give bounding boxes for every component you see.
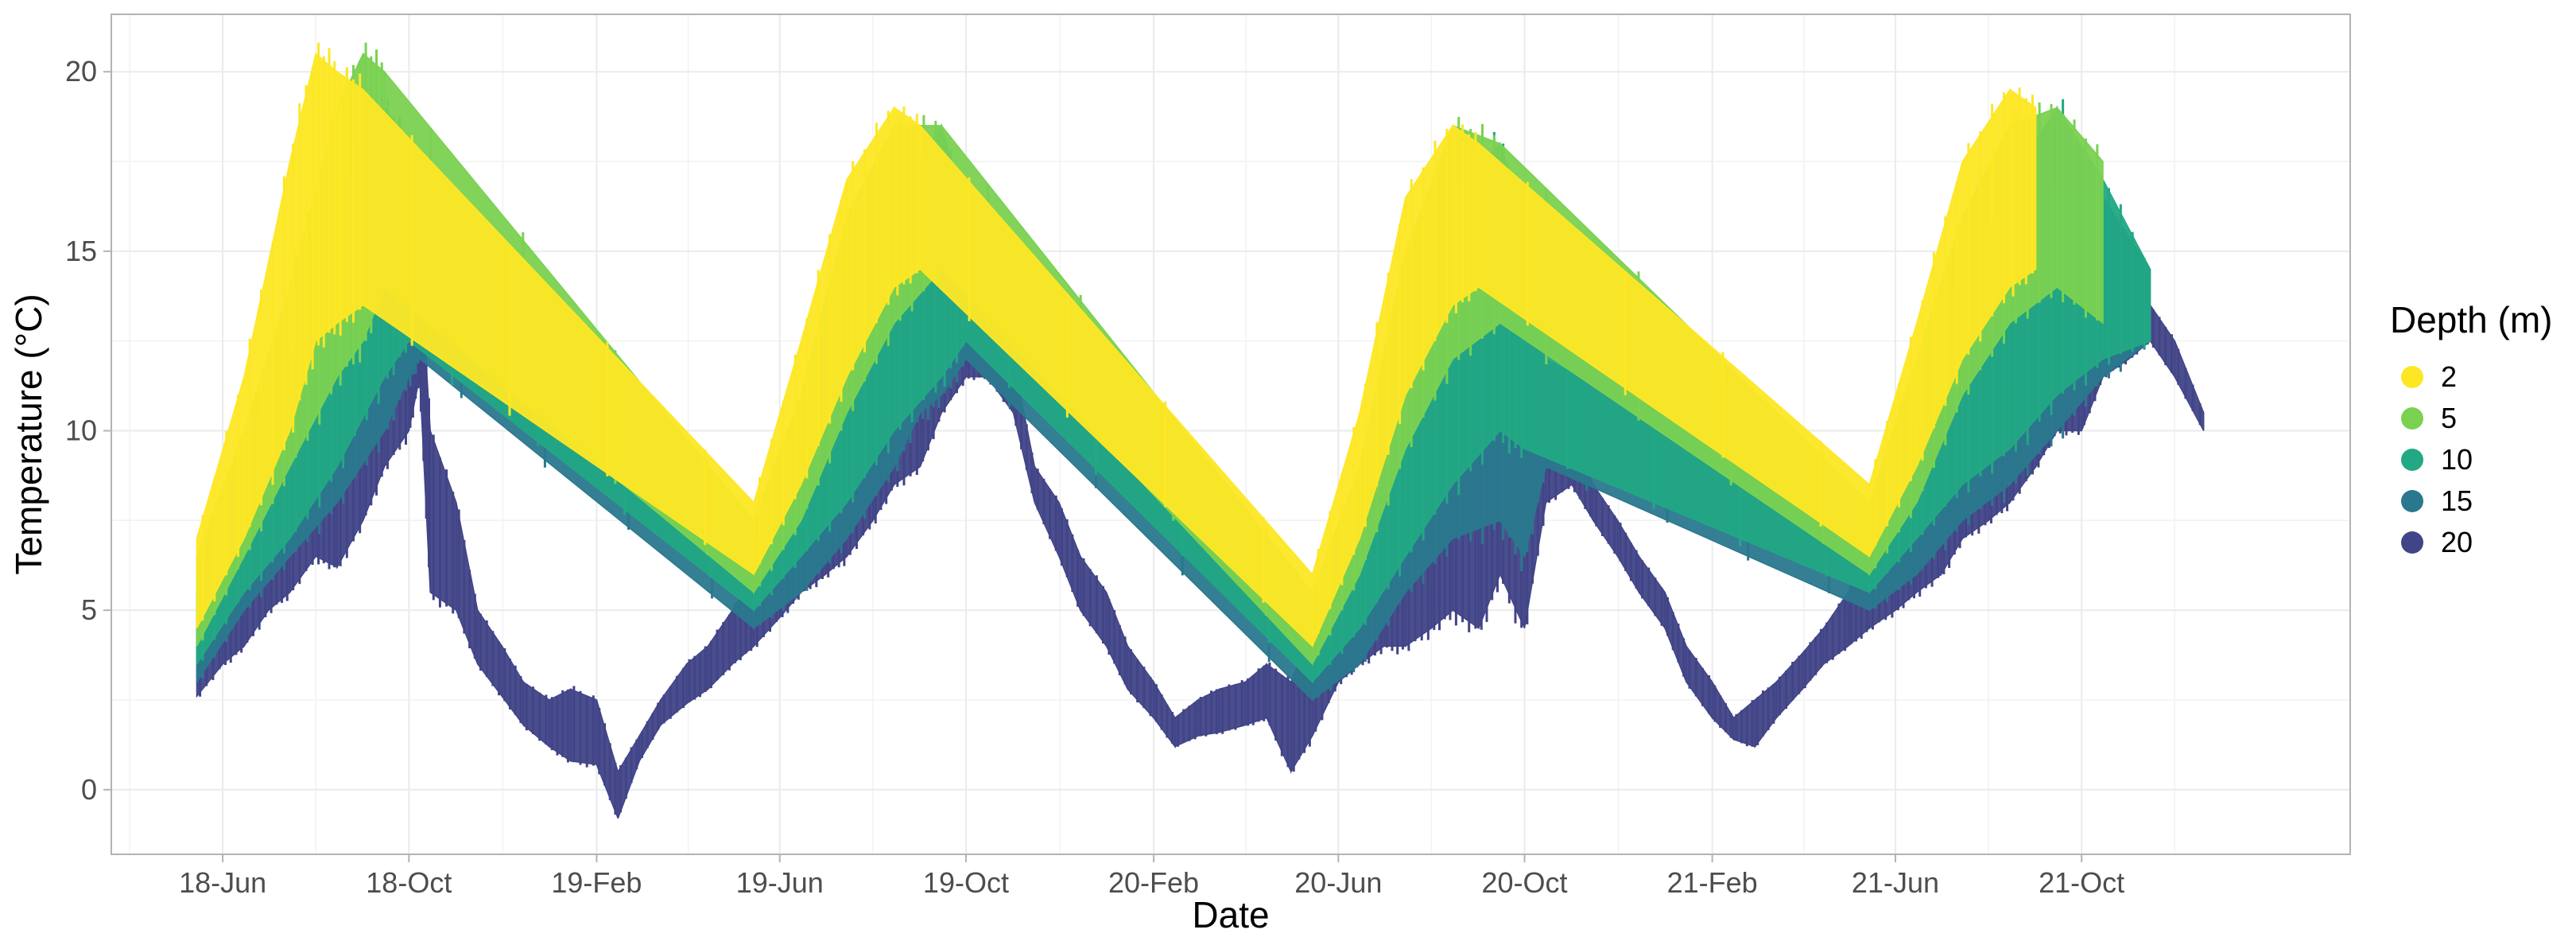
x-tick-label: 19-Feb <box>551 866 642 899</box>
x-axis-title: Date <box>1192 894 1269 935</box>
y-axis: 0 5 10 15 20 <box>65 55 111 806</box>
x-tick-label: 18-Jun <box>179 866 266 899</box>
data-band-segment <box>2174 340 2205 431</box>
x-tick-label: 20-Oct <box>1481 866 1567 899</box>
y-tick-label: 0 <box>81 773 97 806</box>
y-tick-label: 10 <box>65 414 97 446</box>
legend-label-15: 15 <box>2441 484 2473 517</box>
panel-border <box>111 14 2351 855</box>
legend-title: Depth (m) <box>2390 299 2552 340</box>
legend-key-2 <box>2401 366 2423 388</box>
legend-key-10 <box>2401 449 2423 471</box>
y-axis-title: Temperature (°C) <box>8 294 49 574</box>
x-tick-label: 21-Oct <box>2039 866 2124 899</box>
legend-key-20 <box>2401 531 2423 554</box>
x-axis: 18-Jun 18-Oct 19-Feb 19-Jun 19-Oct 20-Feb 20-J… <box>179 854 2124 899</box>
legend-label-20: 20 <box>2441 526 2473 558</box>
series-depth-2 <box>196 42 2037 648</box>
x-tick-label: 20-Jun <box>1294 866 1382 899</box>
legend-key-15 <box>2401 490 2423 512</box>
data-band-segment <box>2056 106 2104 325</box>
x-tick-label: 21-Jun <box>1852 866 1939 899</box>
x-tick-label: 21-Feb <box>1667 866 1758 899</box>
x-tick-label: 19-Oct <box>923 866 1009 899</box>
legend-label-5: 5 <box>2441 402 2457 434</box>
y-tick-label: 20 <box>65 55 97 88</box>
x-tick-label: 18-Oct <box>366 866 452 899</box>
x-tick-label: 20-Feb <box>1108 866 1199 899</box>
plot-area <box>196 42 2205 819</box>
legend: Depth (m) 2 5 10 15 20 <box>2390 299 2552 558</box>
legend-label-10: 10 <box>2441 443 2473 476</box>
legend-key-5 <box>2401 407 2423 430</box>
legend-label-2: 2 <box>2441 360 2457 393</box>
y-tick-label: 15 <box>65 235 97 267</box>
legend-entries: 2 5 10 15 20 <box>2401 360 2473 558</box>
y-tick-label: 5 <box>81 593 97 626</box>
x-tick-label: 19-Jun <box>736 866 824 899</box>
